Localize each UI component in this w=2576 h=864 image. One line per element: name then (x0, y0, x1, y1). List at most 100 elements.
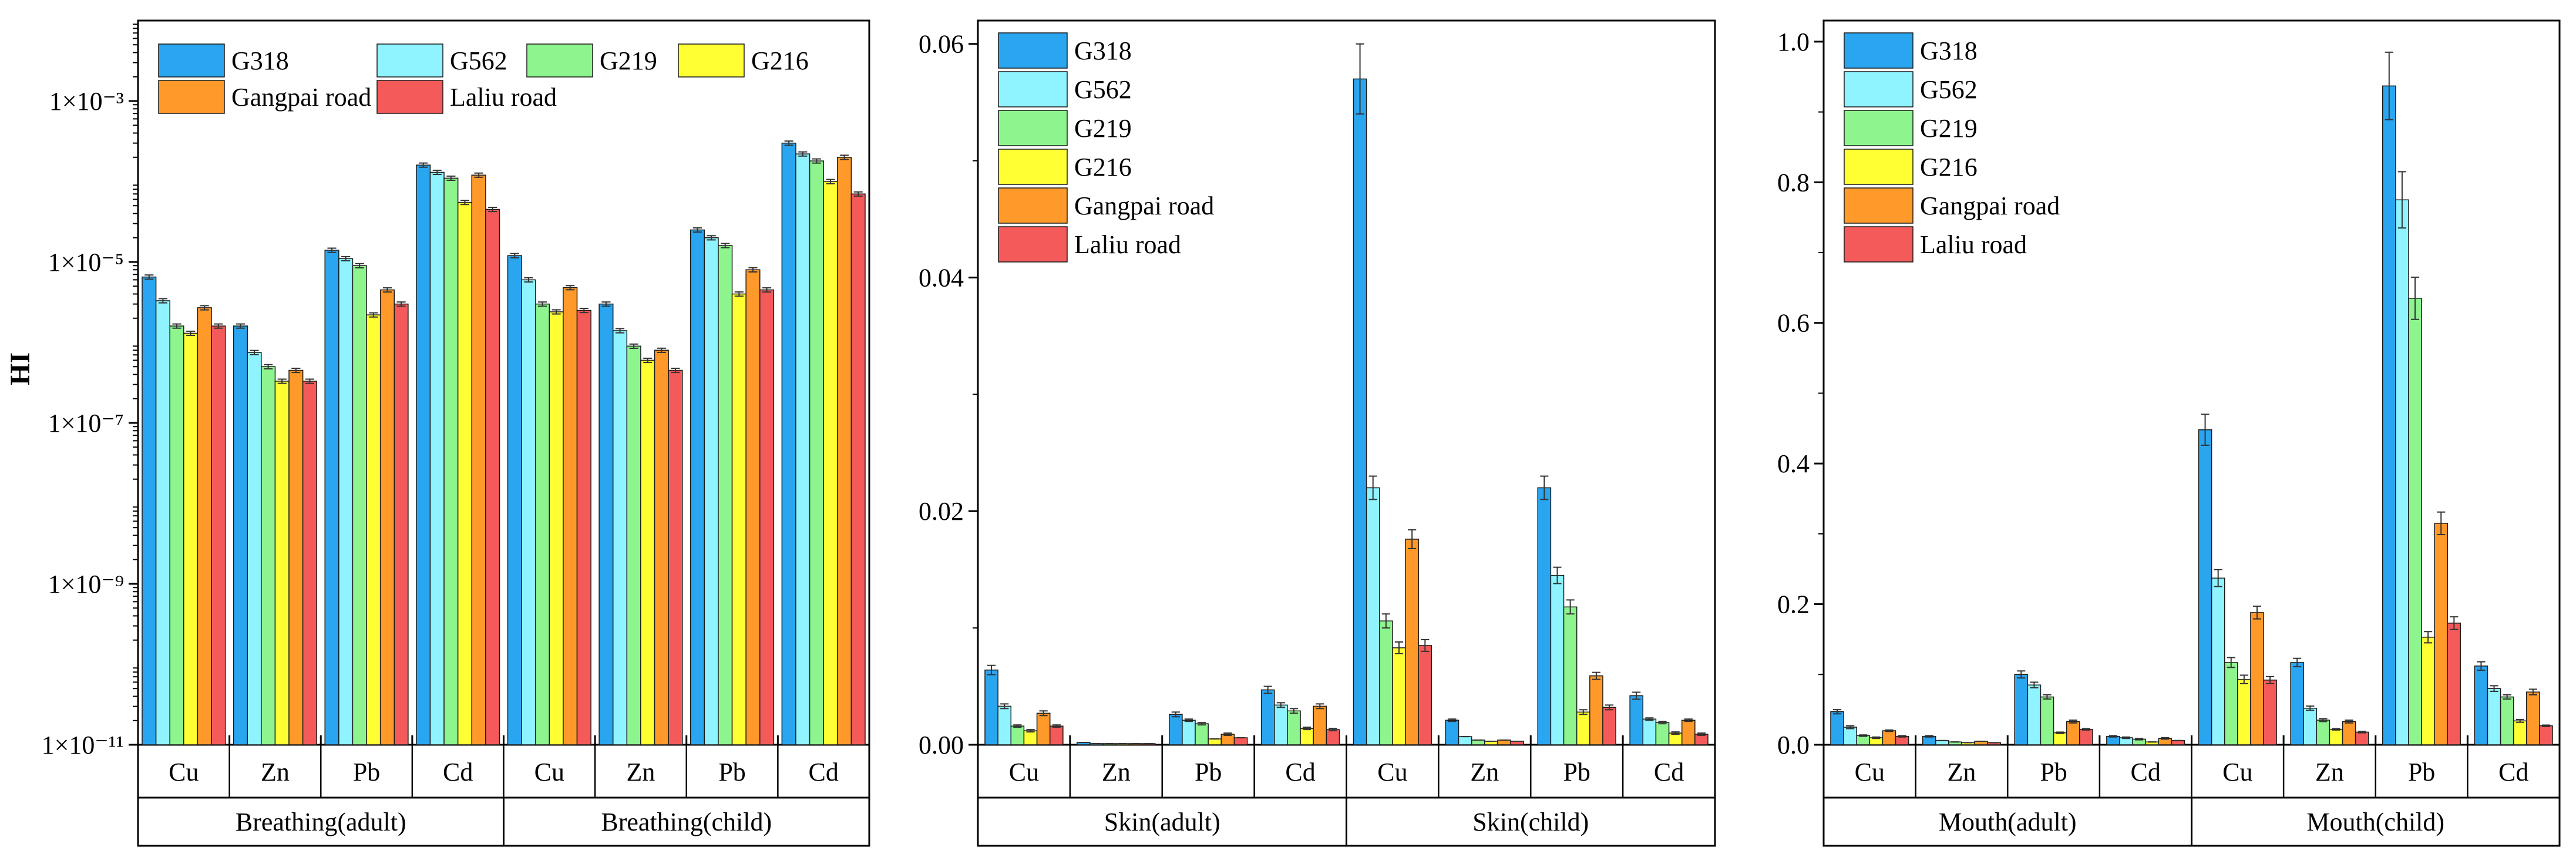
bar (2539, 725, 2553, 745)
error-bar (2319, 718, 2328, 722)
error-bar (2397, 171, 2406, 229)
error-bar (1684, 718, 1693, 722)
bar (718, 245, 733, 745)
legend-swatch (526, 43, 593, 78)
category-label: Zn (1947, 758, 1976, 786)
bar (2250, 612, 2264, 745)
y-tick-label: 1×10⁻¹¹ (42, 731, 124, 759)
error-bar (2108, 735, 2118, 738)
legend-swatch (1844, 110, 1913, 146)
bar (704, 237, 719, 745)
error-bar (327, 247, 337, 253)
error-bar (1289, 708, 1299, 714)
legend-swatch (376, 80, 443, 114)
legend-label: G216 (1074, 153, 1132, 181)
category-label: Cd (2498, 758, 2528, 786)
error-bar (1872, 736, 1881, 739)
error-bar (341, 255, 351, 262)
y-tick-label: 0.0 (1777, 731, 1810, 759)
bar (850, 193, 866, 745)
error-bar (2528, 688, 2537, 696)
y-axis-label: HI (5, 352, 36, 385)
bar (2263, 680, 2277, 745)
category-label: Cd (2131, 758, 2161, 786)
error-bar (2306, 705, 2315, 711)
bar (598, 303, 614, 745)
error-bar (1223, 732, 1232, 737)
error-bar (1013, 724, 1022, 728)
legend: G318 G562 G219 G216 Gangpai road Laliu road (158, 43, 809, 114)
bar (2316, 720, 2330, 745)
category-label: Cd (1654, 758, 1684, 786)
bar (2526, 691, 2540, 745)
bar (1537, 487, 1552, 745)
bar (261, 366, 276, 745)
legend: G318 G562 G219 G216 Gangpai road Laliu road (998, 32, 1214, 263)
legend-swatch (998, 71, 1068, 107)
error-bar (1408, 529, 1417, 549)
error-bar (826, 179, 835, 184)
y-tick-label: 1×10⁻³ (49, 87, 124, 116)
bar (1563, 606, 1578, 745)
legend-swatch (998, 149, 1068, 185)
error-bar (264, 364, 273, 369)
error-bar (277, 378, 287, 384)
legend-swatch (1844, 226, 1913, 263)
legend-swatch (158, 80, 225, 114)
bar (1629, 695, 1644, 745)
error-bar (2541, 724, 2551, 727)
legend-label: G318 (1920, 36, 1978, 65)
bar (1169, 714, 1183, 745)
bar (1260, 689, 1275, 745)
bar (1681, 720, 1696, 745)
category-label: Pb (1563, 758, 1590, 786)
bar (233, 325, 248, 745)
error-bar (524, 277, 533, 283)
legend-label: Gangpai road (1920, 191, 2060, 220)
error-bar (446, 175, 456, 181)
bar (1313, 705, 1327, 745)
legend-label: G219 (600, 46, 657, 75)
error-bar (186, 330, 196, 337)
legend-label: G562 (450, 46, 507, 75)
bar (809, 160, 824, 745)
bar (781, 142, 796, 745)
legend-item: G562 (1844, 71, 1978, 107)
error-bar (840, 154, 849, 160)
error-bar (692, 227, 702, 233)
bar (626, 345, 641, 745)
legend-item: G216 (1844, 149, 1978, 185)
bar (274, 381, 290, 745)
chart-panels: 1×10⁻¹¹ 1×10⁻⁹ 1×10⁻⁷ 1×10⁻⁵ 1×10⁻³ Cu Zn Pb Cd C… (42, 19, 2561, 847)
error-bar (2358, 731, 2366, 734)
chart-panel-3: 0.0 0.2 0.4 0.6 0.8 1.0 Cu Zn Pb Cd Cu Zn Pb Cd Mouth(… (1777, 19, 2561, 847)
error-bar (2265, 675, 2275, 684)
error-bar (2293, 657, 2302, 668)
error-bar (1605, 704, 1614, 711)
y-tick-label: 0.04 (919, 263, 964, 292)
error-bar (812, 158, 821, 164)
y-tick-label: 0.02 (919, 497, 964, 526)
group-label: Skin(child) (1472, 808, 1589, 836)
bar (429, 172, 445, 745)
error-bar (1540, 475, 1549, 500)
bar (1471, 739, 1485, 745)
bar (288, 369, 304, 745)
bar (1935, 740, 1949, 745)
bar (2303, 708, 2318, 745)
legend-item: Laliu road (998, 226, 1181, 263)
category-label: Pb (718, 758, 745, 786)
bar (1589, 675, 1603, 745)
bar (302, 381, 317, 745)
error-bar (214, 323, 223, 329)
bar (1550, 574, 1565, 745)
bar (795, 153, 811, 745)
bar (1392, 647, 1406, 745)
bar (549, 311, 564, 745)
error-bar (2069, 720, 2077, 724)
bar (984, 669, 998, 745)
legend-swatch (1844, 149, 1913, 185)
bar (1208, 738, 1222, 745)
legend-item: Laliu road (376, 80, 557, 114)
